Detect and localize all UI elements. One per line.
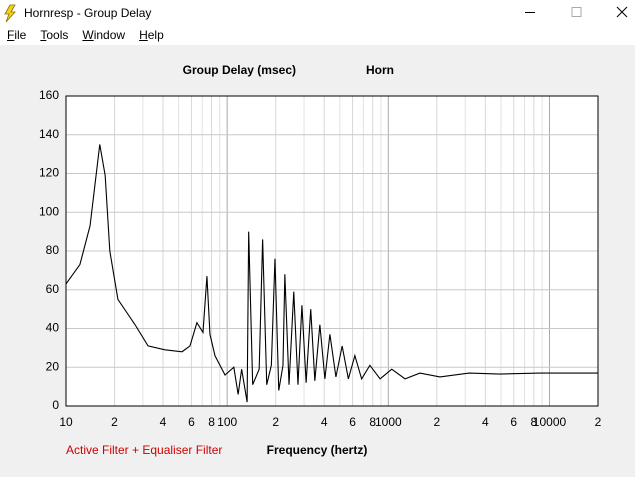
x-tick-label: 8 [369,415,376,429]
x-tick-label: 4 [482,415,489,429]
y-tick-label: 0 [52,398,59,412]
window-title: Hornresp - Group Delay [24,5,152,20]
chart: Group Delay (msec) Horn Frequency (hertz… [39,63,602,457]
x-tick-label: 100 [217,415,237,429]
menu-item[interactable]: Window [82,28,126,42]
x-tick-label: 6 [188,415,195,429]
y-tick-label: 140 [39,127,59,141]
chart-subtitle: Horn [366,63,394,77]
x-tick-label: 4 [160,415,167,429]
y-tick-label: 100 [39,204,59,218]
menu-item[interactable]: Tools [40,28,69,42]
app-icon [4,4,16,22]
x-tick-label: 10 [59,415,73,429]
x-axis-label: Frequency (hertz) [267,443,368,457]
x-tick-label: 6 [510,415,517,429]
menu-item[interactable]: Help [139,28,164,42]
y-tick-label: 60 [46,282,60,296]
x-tick-label: 4 [321,415,328,429]
menu-item[interactable]: File [7,28,27,42]
y-tick-label: 120 [39,166,59,180]
annotation: Active Filter + Equaliser Filter [66,443,222,457]
menu-bar: File Tools Window Help [0,25,635,45]
plot-frame [65,95,599,407]
y-tick-label: 80 [46,243,60,257]
x-tick-label: 2 [433,415,440,429]
y-tick-label: 160 [39,88,59,102]
x-tick-label: 2 [111,415,118,429]
x-tick-label: 8 [531,415,538,429]
title-bar: Hornresp - Group Delay [0,0,635,25]
window-controls[interactable] [515,0,635,25]
x-tick-label: 2 [272,415,279,429]
x-tick-label: 1000 [375,415,402,429]
x-tick-label: 6 [349,415,356,429]
data-line [65,144,598,403]
chart-title: Group Delay (msec) [183,63,296,77]
y-tick-label: 40 [46,321,60,335]
y-tick-label: 20 [46,359,60,373]
x-tick-label: 2 [595,415,602,429]
x-tick-label: 10000 [533,415,567,429]
x-tick-label: 8 [208,415,215,429]
